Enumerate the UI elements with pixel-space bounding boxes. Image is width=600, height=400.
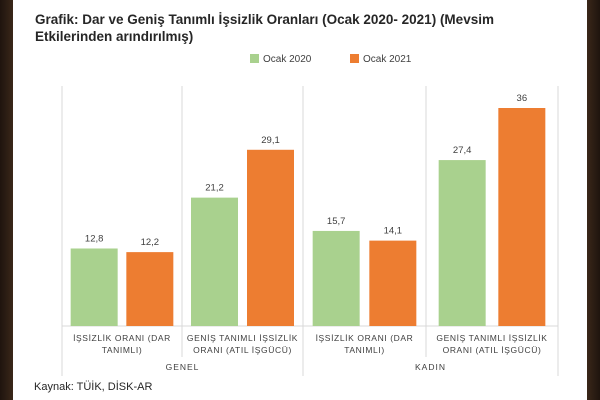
category-label: TANIMLI) bbox=[102, 345, 143, 355]
bar bbox=[191, 197, 238, 326]
data-label: 36 bbox=[517, 93, 528, 104]
category-label: TANIMLI) bbox=[344, 345, 385, 355]
bar bbox=[498, 108, 546, 326]
data-label: 14,1 bbox=[384, 226, 403, 237]
category-label: İŞSİZLİK ORANI (DAR bbox=[73, 333, 171, 343]
chart-sheet: Grafik: Dar ve Geniş Tanımlı İşsizlik Or… bbox=[13, 0, 587, 400]
data-label: 29,1 bbox=[261, 135, 280, 146]
bar-chart: Ocak 2020 Ocak 2021 12,8 12,2 21,2 29,1 15,7 14… bbox=[61, 54, 559, 376]
data-label: 27,4 bbox=[453, 145, 472, 156]
data-label: 12,2 bbox=[141, 237, 160, 248]
data-label: 21,2 bbox=[205, 183, 224, 194]
data-label: 12,8 bbox=[85, 233, 104, 244]
legend-label: Ocak 2021 bbox=[363, 54, 412, 65]
bar bbox=[126, 252, 174, 326]
bar bbox=[247, 149, 294, 326]
data-label: 15,7 bbox=[327, 216, 346, 227]
bar bbox=[70, 248, 118, 326]
category-label: GENİŞ TANIMLI İŞSİZLİK bbox=[436, 333, 547, 343]
frame-left bbox=[0, 0, 13, 400]
bar bbox=[369, 240, 417, 326]
source-note: Kaynak: TÜİK, DİSK-AR bbox=[34, 381, 153, 393]
category-label: ORANI (ATIL İŞGÜCÜ) bbox=[193, 345, 292, 355]
category-label: İŞSİZLİK ORANI (DAR bbox=[316, 333, 414, 343]
legend-swatch bbox=[350, 54, 359, 63]
group-label: GENEL bbox=[166, 362, 200, 372]
legend-swatch bbox=[250, 54, 259, 63]
chart-title: Grafik: Dar ve Geniş Tanımlı İşsizlik Or… bbox=[35, 12, 494, 44]
category-label: GENİŞ TANIMLI İŞSİZLİK bbox=[187, 333, 298, 343]
bar bbox=[438, 160, 486, 326]
group-label: KADIN bbox=[415, 362, 446, 372]
category-label: ORANI (ATIL İŞGÜCÜ) bbox=[443, 345, 542, 355]
frame-right bbox=[587, 0, 600, 400]
legend-label: Ocak 2020 bbox=[263, 54, 312, 65]
bar bbox=[312, 230, 360, 326]
